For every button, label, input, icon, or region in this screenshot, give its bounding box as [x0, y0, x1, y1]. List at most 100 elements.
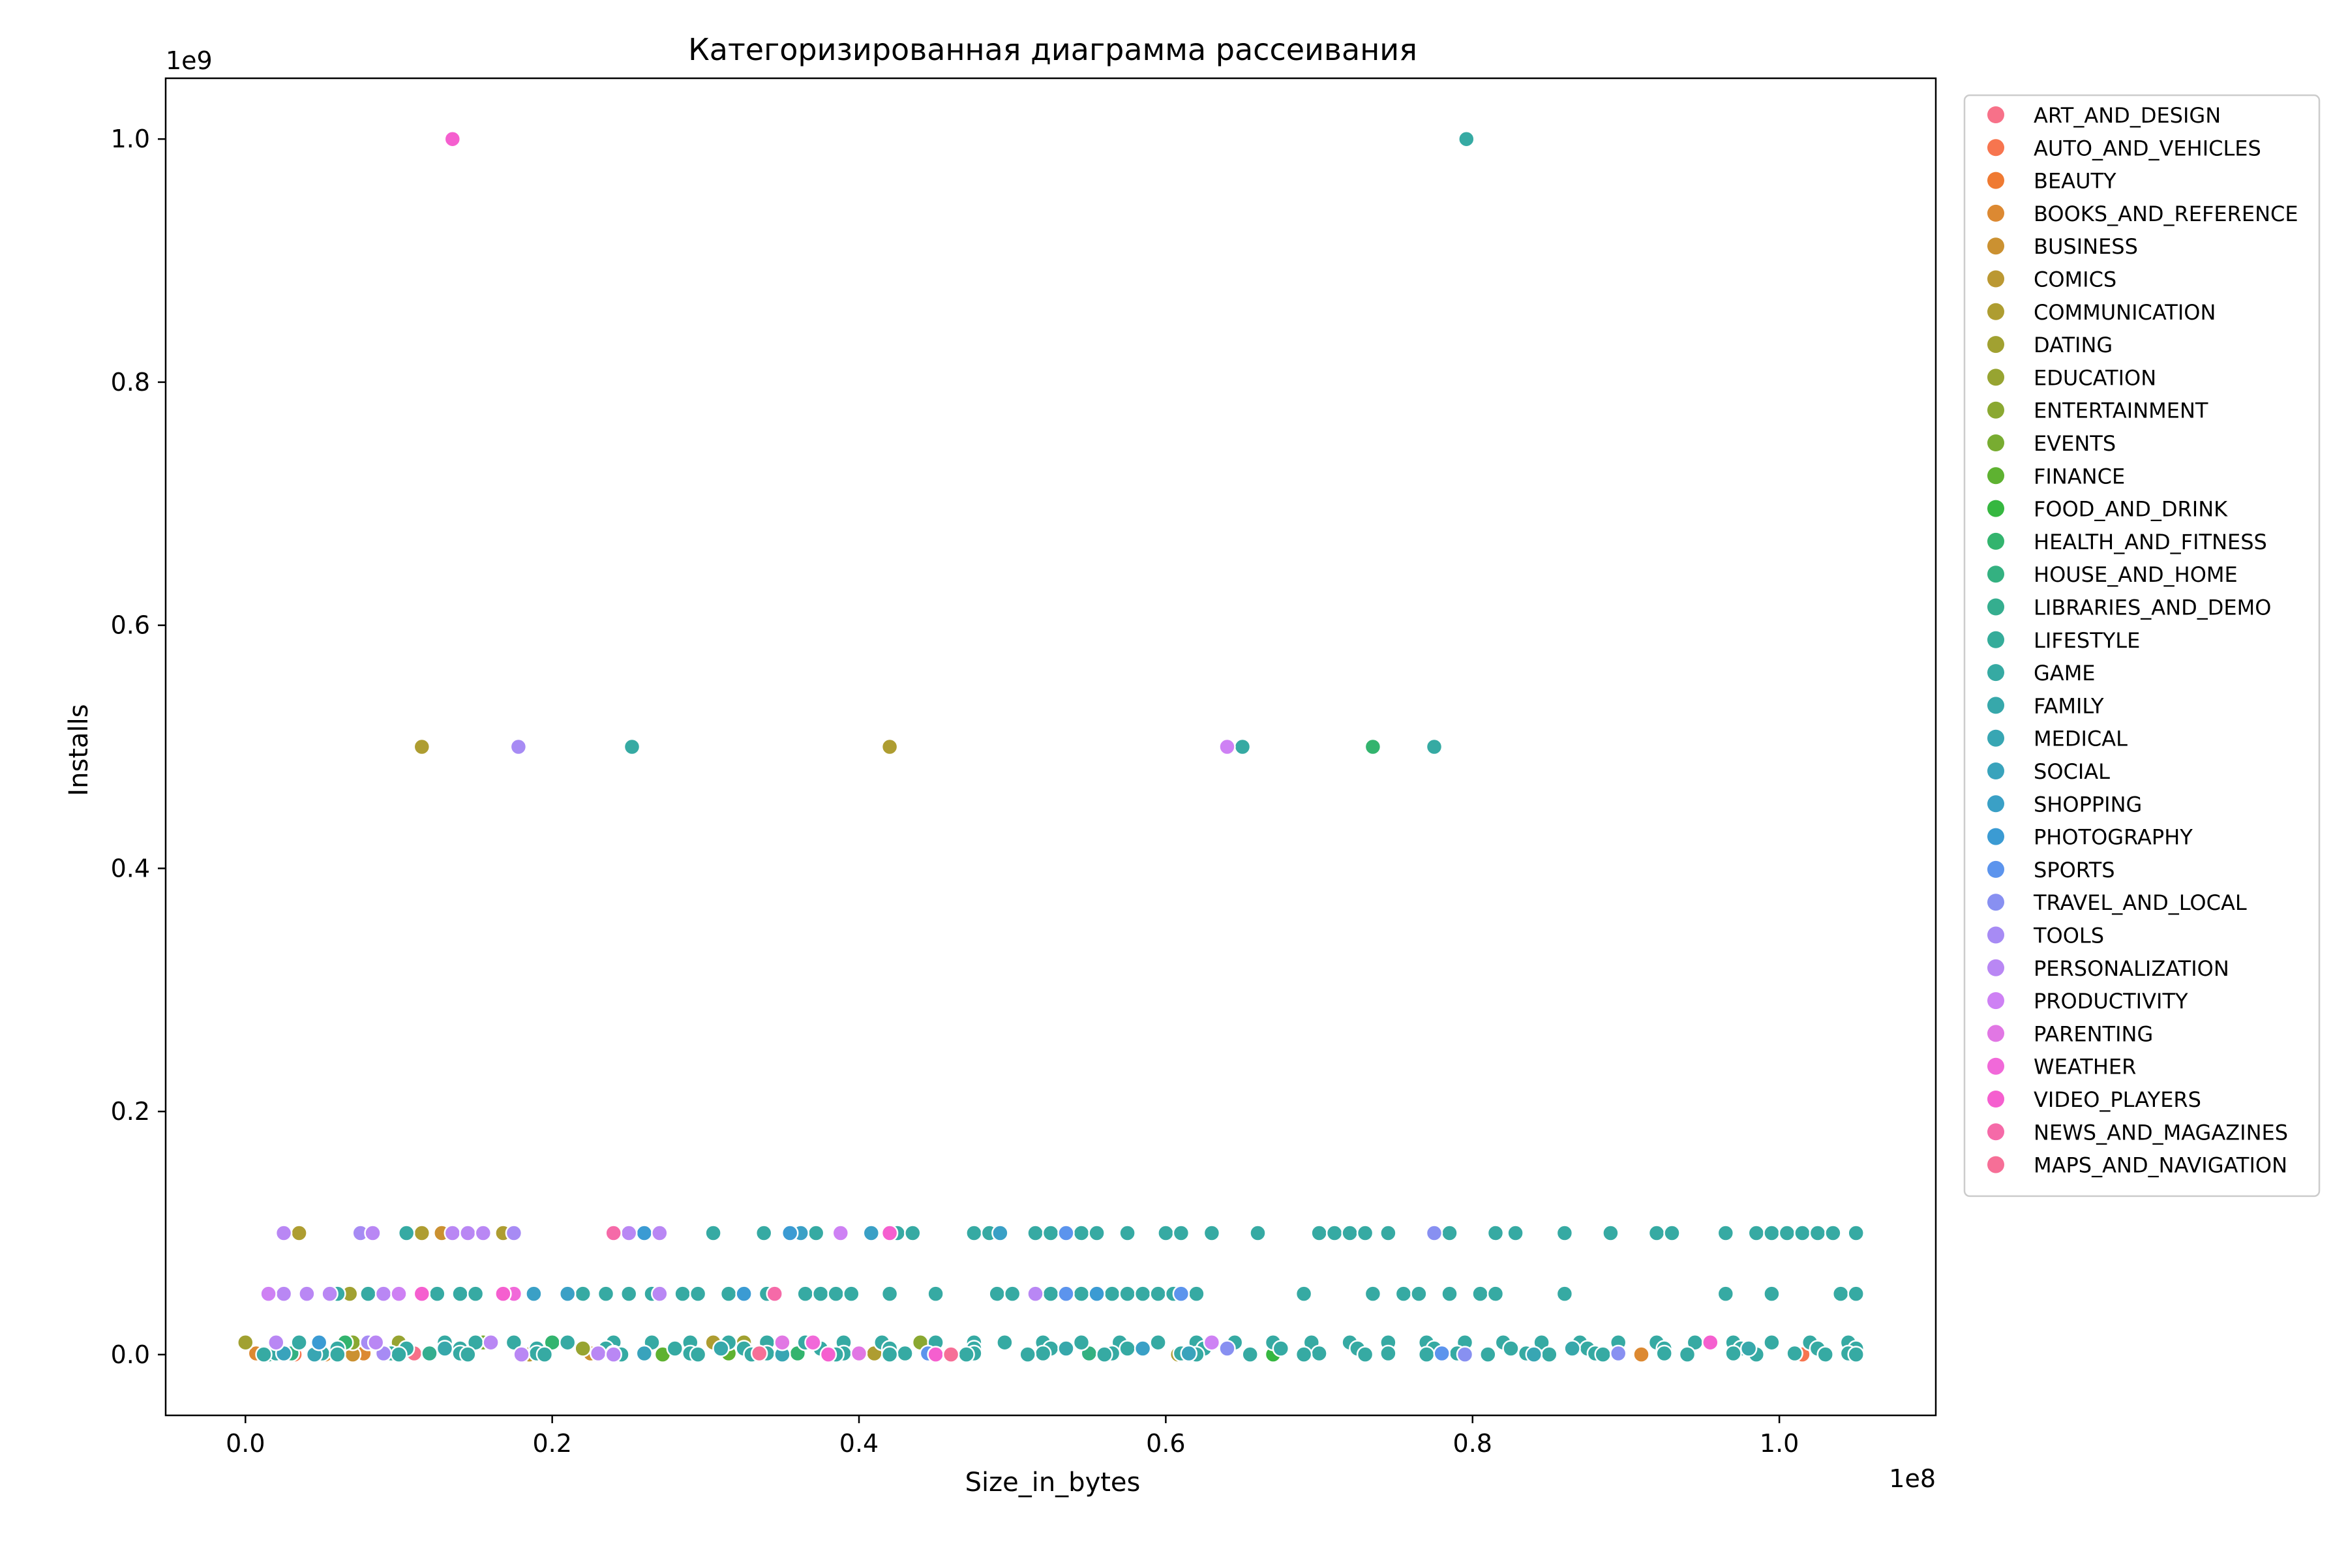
data-point	[1433, 1344, 1451, 1363]
data-point	[605, 1224, 622, 1242]
y-tick-label: 0.6	[111, 611, 150, 640]
data-point	[1456, 1346, 1474, 1363]
data-point	[1088, 1224, 1106, 1242]
data-point	[1563, 1340, 1581, 1357]
data-point	[505, 1224, 523, 1242]
data-point	[1088, 1285, 1106, 1303]
data-point	[574, 1340, 592, 1357]
data-point	[1134, 1285, 1152, 1303]
data-point	[1180, 1344, 1197, 1363]
data-point	[1763, 1224, 1781, 1242]
legend-marker	[1987, 565, 2004, 583]
legend-marker	[1987, 172, 2004, 189]
data-point	[1295, 1285, 1313, 1303]
data-point	[1119, 1224, 1136, 1242]
data-point	[1763, 1285, 1781, 1303]
data-point	[1394, 1285, 1413, 1303]
data-point	[1072, 1285, 1091, 1303]
legend-label: COMICS	[2034, 267, 2116, 292]
data-point	[1763, 1333, 1781, 1351]
data-point	[1502, 1340, 1520, 1357]
legend-marker	[1987, 237, 2004, 255]
data-point	[804, 1333, 822, 1351]
legend-marker	[1987, 106, 2004, 123]
x-axis-exponent: 1e8	[1889, 1464, 1936, 1493]
legend-marker	[1987, 369, 2004, 386]
x-tick-label: 0.4	[839, 1429, 879, 1458]
legend-label: LIBRARIES_AND_DEMO	[2034, 596, 2271, 620]
y-tick-label: 0.4	[111, 854, 150, 882]
data-point	[535, 1346, 554, 1363]
legend-label: SOCIAL	[2034, 759, 2110, 784]
legend-label: WEATHER	[2034, 1055, 2136, 1079]
data-point	[1486, 1224, 1505, 1242]
data-point	[1410, 1285, 1428, 1303]
data-point	[880, 1346, 899, 1363]
data-point	[651, 1224, 669, 1242]
data-point	[1809, 1224, 1827, 1242]
data-point	[862, 1224, 880, 1242]
legend-marker	[1987, 139, 2004, 157]
data-point	[1272, 1340, 1290, 1357]
data-point	[1425, 1224, 1443, 1242]
data-point	[811, 1285, 830, 1303]
data-point	[558, 1333, 577, 1351]
data-point	[1249, 1224, 1267, 1242]
plot-points	[237, 130, 1865, 1363]
data-point	[329, 1346, 346, 1363]
legend-marker	[1987, 959, 2004, 976]
data-point	[1702, 1333, 1719, 1351]
legend-label: HEALTH_AND_FITNESS	[2034, 530, 2267, 554]
data-point	[666, 1340, 684, 1357]
x-tick-label: 0.6	[1146, 1429, 1185, 1458]
data-point	[774, 1333, 791, 1351]
data-point	[1072, 1333, 1091, 1351]
data-point	[298, 1285, 316, 1303]
data-point	[574, 1285, 592, 1303]
data-point	[1188, 1285, 1205, 1303]
legend-label: HOUSE_AND_HOME	[2034, 562, 2238, 587]
chart-title: Категоризированная диаграмма рассеивания	[688, 32, 1417, 67]
plot-frame	[164, 77, 1937, 1417]
data-point	[1203, 1224, 1221, 1242]
data-point	[1594, 1346, 1612, 1363]
legend-label: VIDEO_PLAYERS	[2034, 1087, 2201, 1112]
data-point	[1556, 1285, 1574, 1303]
data-point	[466, 1285, 485, 1303]
x-tick-label: 0.8	[1453, 1429, 1492, 1458]
legend-marker	[1987, 1057, 2004, 1075]
data-point	[267, 1333, 285, 1351]
data-point	[364, 1224, 382, 1242]
data-point	[1724, 1344, 1742, 1363]
data-point	[359, 1285, 377, 1303]
y-tick-label: 1.0	[111, 125, 150, 153]
data-point	[597, 1285, 615, 1303]
data-point	[494, 1285, 512, 1303]
legend-marker	[1987, 795, 2004, 813]
legend-marker	[1987, 894, 2004, 911]
legend-label: SPORTS	[2034, 858, 2115, 882]
data-point	[290, 1224, 308, 1242]
legend-label: BEAUTY	[2034, 169, 2116, 194]
data-point	[1747, 1224, 1766, 1242]
legend-marker	[1987, 860, 2004, 878]
data-point	[988, 1285, 1006, 1303]
data-point	[1678, 1346, 1696, 1363]
data-point	[766, 1285, 783, 1303]
data-point	[807, 1224, 825, 1242]
legend-label: FAMILY	[2034, 693, 2104, 718]
data-point	[505, 1333, 523, 1351]
data-point	[444, 130, 462, 148]
data-point	[429, 1285, 446, 1303]
legend-label: BOOKS_AND_REFERENCE	[2034, 202, 2298, 226]
data-point	[796, 1285, 814, 1303]
data-point	[1172, 1224, 1190, 1242]
legend-label: MEDICAL	[2034, 727, 2128, 751]
legend: ART_AND_DESIGN AUTO_AND_VEHICLES BEAUTY BOO…	[1963, 94, 2321, 1198]
data-point	[880, 738, 899, 756]
data-point	[996, 1333, 1014, 1351]
data-point	[1458, 130, 1475, 148]
legend-label: PERSONALIZATION	[2034, 956, 2229, 981]
data-point	[1847, 1285, 1865, 1303]
